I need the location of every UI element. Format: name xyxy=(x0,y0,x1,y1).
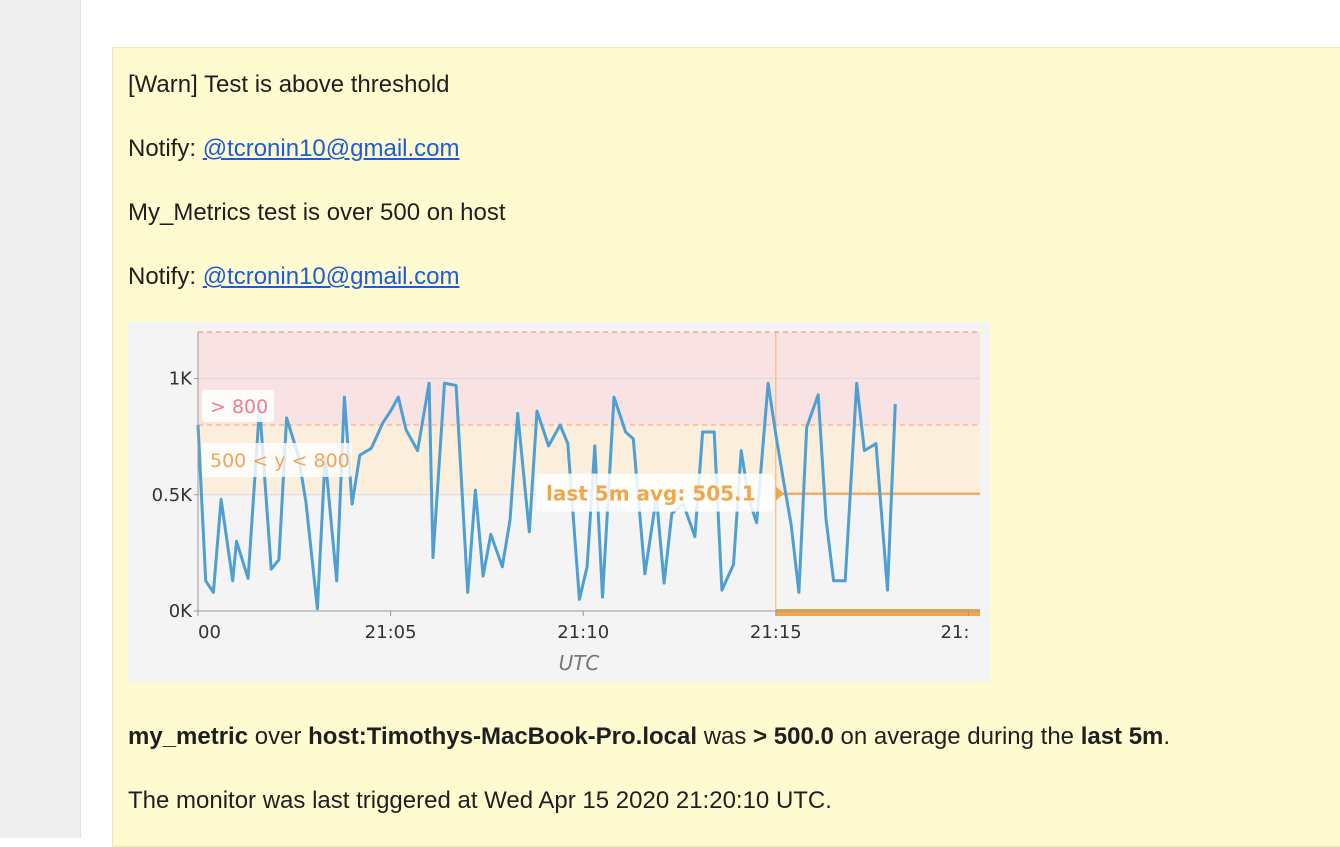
last-triggered-text: The monitor was last triggered at Wed Ap… xyxy=(128,787,832,814)
x-axis-title: UTC xyxy=(559,651,600,675)
evaluation-window-bar xyxy=(775,609,980,616)
summary-host: host:Timothys-MacBook-Pro.local xyxy=(308,723,698,750)
notify-line-2: Notify: @tcronin10@gmail.com xyxy=(128,263,460,291)
average-marker-label: last 5m avg: 505.1 xyxy=(546,482,756,506)
summary-window: last 5m xyxy=(1080,723,1164,750)
x-tick-label: 21:10 xyxy=(557,622,609,643)
notify-email-link[interactable]: @tcronin10@gmail.com xyxy=(202,135,460,162)
summary-on-average: on average during the xyxy=(840,723,1075,750)
summary-threshold: > 500.0 xyxy=(753,723,834,750)
notify-label-2: Notify: xyxy=(128,263,197,290)
monitor-summary: my_metric over host:Timothys-MacBook-Pro… xyxy=(128,723,1170,751)
warning-threshold-label: 500 < y < 800 xyxy=(210,450,350,472)
y-tick-label: 0K xyxy=(169,601,193,622)
summary-over: over xyxy=(254,723,302,750)
critical-threshold-label: > 800 xyxy=(210,396,268,418)
warning-label-box xyxy=(202,443,352,477)
x-tick-label: 00 xyxy=(198,622,221,643)
y-tick-label: 1K xyxy=(169,369,193,390)
notify-email-link-2[interactable]: @tcronin10@gmail.com xyxy=(202,263,460,290)
summary-metric: my_metric xyxy=(128,723,249,750)
summary-was: was xyxy=(703,723,747,750)
left-gutter xyxy=(0,0,81,838)
x-tick-label: 21: xyxy=(940,622,969,643)
alert-description: My_Metrics test is over 500 on host xyxy=(128,199,506,226)
average-label-box xyxy=(536,473,774,512)
metric-chart: 0K 0.5K 1K 00 21:05 21:10 21:15 21: UTC > 800 500… xyxy=(128,322,990,682)
metric-series-line xyxy=(196,381,897,611)
alert-title: [Warn] Test is above threshold xyxy=(128,71,450,98)
critical-label-box xyxy=(202,390,274,422)
notify-label: Notify: xyxy=(128,135,197,162)
metric-graph: 0K 0.5K 1K 00 21:05 21:10 21:15 21: UTC > 800 500… xyxy=(128,322,990,682)
notify-line: Notify: @tcronin10@gmail.com xyxy=(128,135,460,163)
summary-end: . xyxy=(1163,723,1171,750)
x-tick-label: 21:05 xyxy=(365,622,417,643)
average-marker-arrow xyxy=(776,486,784,501)
x-tick-label: 21:15 xyxy=(750,622,802,643)
y-tick-label: 0.5K xyxy=(152,485,194,506)
